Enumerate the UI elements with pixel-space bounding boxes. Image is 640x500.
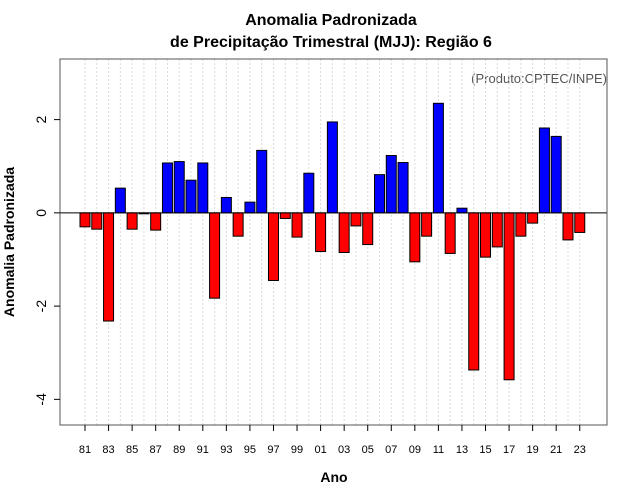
bar-22: [562, 212, 574, 241]
bar-96: [256, 149, 268, 214]
bar-98: [279, 212, 291, 219]
bar-18: [515, 212, 527, 237]
x-tick-label: 15: [479, 444, 491, 456]
x-tick-label: 17: [503, 444, 515, 456]
y-tick-label: 0: [33, 209, 49, 217]
x-tick-label: 09: [409, 444, 421, 456]
x-tick-label: 99: [291, 444, 303, 456]
bar-97: [267, 212, 279, 281]
bar-12: [444, 212, 456, 254]
bar-13: [456, 207, 468, 214]
y-axis: -4 -2 0 2: [33, 116, 60, 406]
x-axis-title: Ano: [320, 469, 347, 485]
x-tick-label: 19: [527, 444, 539, 456]
bar-19: [527, 212, 539, 224]
x-tick-label: 97: [267, 444, 279, 456]
bar-03: [338, 212, 350, 253]
x-axis: 81 83 85 87 89 91 93 95 97 99 01 03 05 07 09 11 13 15 17 19…: [79, 425, 586, 456]
bar-92: [209, 212, 221, 299]
bar-16: [491, 212, 503, 248]
bar-20: [538, 127, 550, 214]
bar-17: [503, 212, 515, 381]
bar-90: [185, 179, 197, 214]
bar-89: [173, 161, 185, 214]
bar-88: [161, 162, 173, 214]
x-tick-label: 87: [150, 444, 162, 456]
bar-93: [220, 196, 232, 214]
bar-01: [315, 212, 327, 253]
x-tick-label: 95: [244, 444, 256, 456]
x-tick-label: 81: [79, 444, 91, 456]
bar-06: [374, 174, 385, 214]
y-tick-label: 2: [33, 116, 49, 124]
y-tick-label: -4: [33, 393, 49, 406]
bar-91: [197, 162, 209, 214]
x-tick-label: 03: [338, 444, 350, 456]
bar-81: [79, 212, 91, 228]
bar-21: [550, 135, 562, 214]
bar-09: [409, 212, 421, 263]
y-axis-title: Anomalia Padronizada: [1, 167, 17, 317]
x-tick-label: 85: [126, 444, 138, 456]
bars: [79, 102, 586, 381]
bar-95: [244, 201, 256, 214]
bar-23: [574, 212, 586, 233]
x-tick-label: 23: [574, 444, 586, 456]
bar-05: [362, 212, 374, 246]
x-tick-label: 93: [220, 444, 232, 456]
plot-frame: [59, 58, 608, 426]
bar-04: [350, 212, 362, 227]
chart-title-line-1: Anomalia Padronizada: [245, 12, 417, 29]
x-tick-label: 07: [385, 444, 397, 456]
bar-99: [291, 212, 303, 238]
x-tick-label: 91: [197, 444, 209, 456]
bar-83: [103, 212, 115, 322]
bar-00: [303, 172, 315, 214]
x-tick-label: 13: [456, 444, 468, 456]
bar-94: [232, 212, 244, 237]
x-tick-label: 01: [314, 444, 326, 456]
bar-85: [126, 212, 138, 230]
product-credit: (Produto:CPTEC/INPE): [471, 71, 607, 86]
bar-02: [326, 121, 338, 214]
bar-14: [468, 212, 480, 371]
x-tick-label: 89: [173, 444, 185, 456]
x-tick-label: 83: [102, 444, 114, 456]
bar-82: [91, 212, 103, 230]
bar-10: [421, 212, 433, 237]
x-tick-label: 21: [550, 444, 562, 456]
bar-15: [480, 212, 492, 258]
bar-87: [150, 212, 162, 231]
x-tick-label: 11: [433, 444, 444, 456]
bar-07: [385, 155, 397, 214]
bar-11: [432, 102, 444, 214]
chart-title-line-2: de Precipitação Trimestral (MJJ): Região…: [170, 34, 492, 51]
bar-84: [114, 187, 126, 214]
bar-08: [397, 162, 409, 214]
y-tick-label: -2: [33, 300, 49, 313]
x-tick-label: 05: [362, 444, 374, 456]
